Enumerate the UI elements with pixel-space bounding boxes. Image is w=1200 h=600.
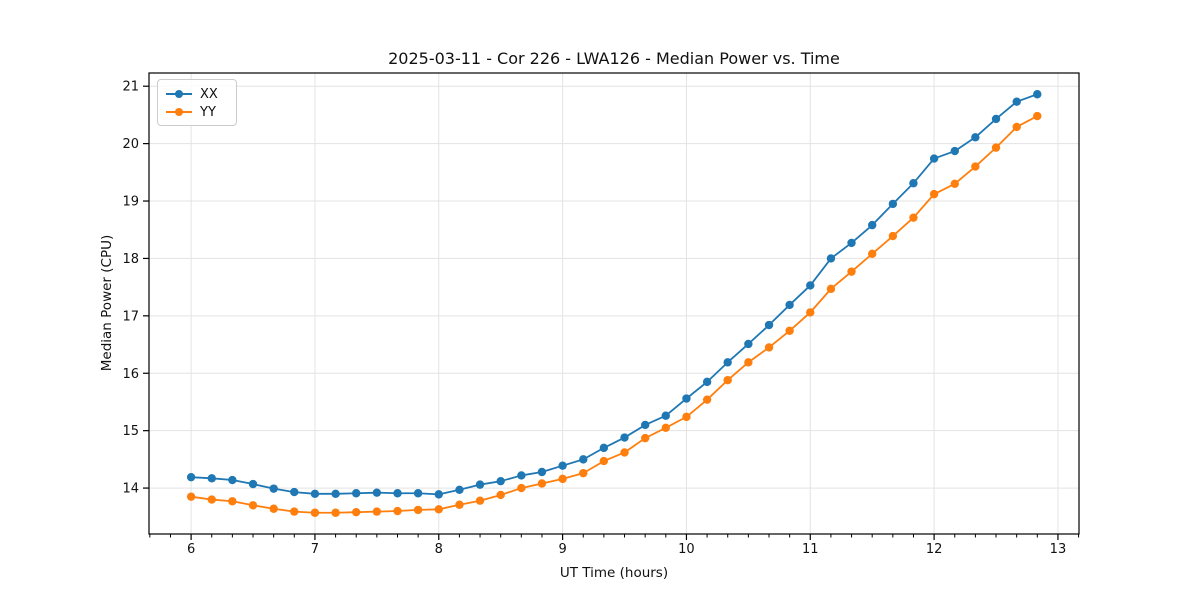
legend-label-yy: YY [200, 104, 216, 120]
legend-item-yy: YY [166, 103, 228, 121]
legend-line-marker-icon [166, 107, 192, 117]
svg-text:16: 16 [122, 367, 139, 382]
x-axis-label: UT Time (hours) [559, 565, 669, 581]
svg-text:15: 15 [122, 424, 139, 439]
legend: XX YY [157, 79, 237, 126]
svg-text:6: 6 [187, 542, 195, 557]
svg-text:21: 21 [122, 80, 139, 95]
svg-text:9: 9 [558, 542, 566, 557]
svg-text:17: 17 [122, 309, 139, 324]
svg-text:20: 20 [122, 137, 139, 152]
svg-text:18: 18 [122, 252, 139, 267]
y-axis-label: Median Power (CPU) [99, 234, 115, 372]
legend-label-xx: XX [200, 86, 218, 102]
svg-text:13: 13 [1050, 542, 1067, 557]
svg-text:7: 7 [311, 542, 319, 557]
legend-line-marker-icon [166, 89, 192, 99]
chart-title: 2025-03-11 - Cor 226 - LWA126 - Median P… [388, 49, 840, 68]
svg-text:10: 10 [678, 542, 695, 557]
svg-text:11: 11 [802, 542, 819, 557]
svg-text:12: 12 [926, 542, 943, 557]
legend-item-xx: XX [166, 85, 228, 103]
svg-text:8: 8 [435, 542, 443, 557]
svg-text:14: 14 [122, 482, 139, 497]
svg-text:19: 19 [122, 195, 139, 210]
